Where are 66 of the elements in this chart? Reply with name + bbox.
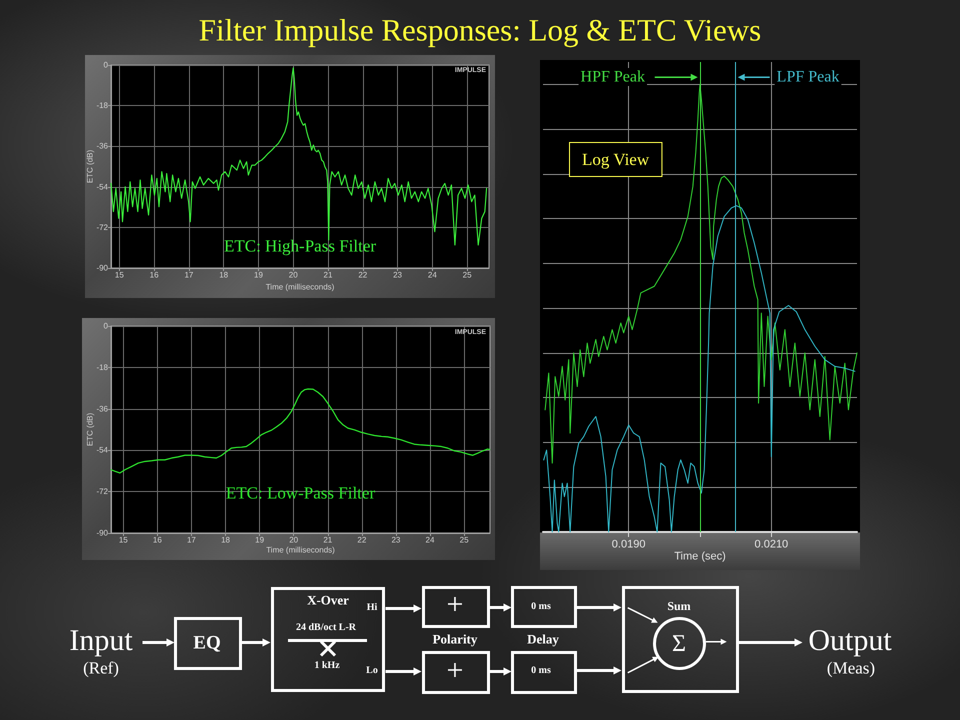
y-tick-label: -54 <box>96 446 109 455</box>
x-tick-label: 17 <box>184 270 194 280</box>
y-tick-label: -72 <box>96 222 109 232</box>
x-tick-label: 21 <box>324 270 333 280</box>
y-tick-label: 0 <box>104 60 109 70</box>
x-tick-label: 19 <box>254 270 264 280</box>
y-axis-title: ETC (dB) <box>86 412 94 446</box>
y-tick-label: -18 <box>96 101 109 110</box>
x-tick-label: 25 <box>462 270 472 280</box>
y-tick-label: -90 <box>96 264 109 272</box>
text: ETC: Low-Pass Filter <box>226 484 376 502</box>
text: 24 dB/oct L-R <box>296 622 356 633</box>
text: Σ <box>672 631 686 657</box>
ref-line-label: HPF Peak <box>580 68 645 86</box>
text: EQ <box>193 632 221 654</box>
x-tick-label: 15 <box>114 270 124 280</box>
x-tick-label: 20 <box>289 536 299 544</box>
text: Lo <box>366 665 378 676</box>
x-axis-title: Time (milliseconds) <box>266 282 335 292</box>
text: Sum <box>667 599 691 613</box>
x-tick-label: 23 <box>393 270 403 280</box>
text: Output <box>808 624 892 657</box>
text: Filter Impulse Responses: Log & ETC Views <box>198 12 762 48</box>
y-axis-title: ETC (dB) <box>86 150 94 184</box>
x-tick-label: 22 <box>358 270 368 280</box>
x-tick-label: 0.0190 <box>612 538 646 550</box>
x-tick-label: 15 <box>118 536 128 544</box>
x-tick-label: 24 <box>428 270 438 280</box>
text: Polarity <box>432 632 478 646</box>
text: 0 ms <box>531 601 551 612</box>
text: (Ref) <box>83 658 119 678</box>
y-tick-label: 0 <box>104 322 109 330</box>
line-series <box>110 388 490 474</box>
text: X-Over <box>307 592 349 608</box>
text: (Meas) <box>826 658 876 678</box>
x-tick-label: 23 <box>391 536 401 544</box>
annotation: Log View <box>582 150 650 169</box>
x-tick-label: 17 <box>186 536 196 544</box>
text: Input <box>69 624 133 657</box>
x-tick-label: 22 <box>357 536 367 544</box>
x-tick-label: 16 <box>150 270 160 280</box>
x-tick-label: 18 <box>219 270 229 280</box>
ref-line-label: LPF Peak <box>776 68 840 86</box>
x-axis-title: Time (milliseconds) <box>266 546 336 554</box>
x-axis-title: Time (sec) <box>674 550 726 562</box>
y-tick-label: -90 <box>96 528 109 538</box>
x-tick-label: 24 <box>426 536 436 544</box>
y-tick-label: -36 <box>96 142 109 151</box>
text: + <box>446 654 464 687</box>
y-tick-label: -54 <box>96 182 109 192</box>
text: Delay <box>527 632 559 646</box>
x-tick-label: 16 <box>152 536 162 544</box>
text: + <box>446 588 464 621</box>
x-tick-label: 18 <box>221 536 231 544</box>
y-tick-label: -72 <box>96 487 109 496</box>
text: Hi <box>366 602 378 613</box>
x-tick-label: 25 <box>460 536 470 544</box>
y-tick-label: -18 <box>96 362 109 372</box>
y-tick-label: -36 <box>96 404 109 414</box>
text: ETC: High-Pass Filter <box>224 236 376 256</box>
text: 0 ms <box>531 665 551 676</box>
x-tick-label: 21 <box>323 536 333 544</box>
x-tick-label: 20 <box>288 270 298 280</box>
text: 1 kHz <box>314 660 340 671</box>
x-tick-label: 0.0210 <box>754 538 788 550</box>
x-tick-label: 19 <box>255 536 265 544</box>
